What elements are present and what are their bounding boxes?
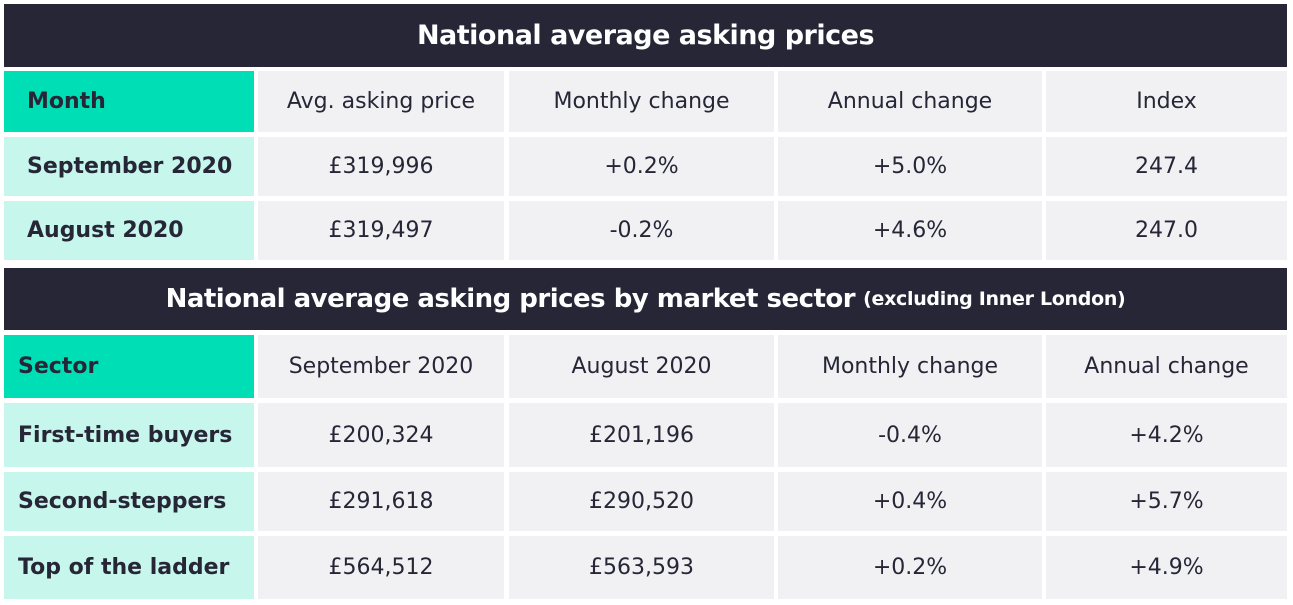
table-cell: +4.9% xyxy=(1046,536,1287,599)
column-header-month: Month xyxy=(4,71,254,132)
column-header-annual-change: Annual change xyxy=(778,71,1042,132)
table-cell: £564,512 xyxy=(258,536,504,599)
table-cell: £200,324 xyxy=(258,403,504,467)
column-header-avg-asking-price: Avg. asking price xyxy=(258,71,504,132)
table-cell: +0.4% xyxy=(778,472,1042,531)
table-cell: £563,593 xyxy=(509,536,774,599)
table-cell: +5.7% xyxy=(1046,472,1287,531)
column-header-monthly-change: Monthly change xyxy=(509,71,774,132)
table-cell: +0.2% xyxy=(778,536,1042,599)
table-cell: -0.4% xyxy=(778,403,1042,467)
row-label: Second-steppers xyxy=(4,472,254,531)
column-header-index: Index xyxy=(1046,71,1287,132)
table-cell: £319,497 xyxy=(258,201,504,260)
column-header-august-2020: August 2020 xyxy=(509,335,774,398)
table-title: National average asking prices by market… xyxy=(165,284,856,314)
table-cell: £201,196 xyxy=(509,403,774,467)
table-cell: 247.4 xyxy=(1046,137,1287,196)
table-cell: £290,520 xyxy=(509,472,774,531)
table-cell: £291,618 xyxy=(258,472,504,531)
row-label: August 2020 xyxy=(4,201,254,260)
column-header-september-2020: September 2020 xyxy=(258,335,504,398)
table-cell: £319,996 xyxy=(258,137,504,196)
table-cell: +5.0% xyxy=(778,137,1042,196)
column-header-sector: Sector xyxy=(4,335,254,398)
table-title: National average asking prices xyxy=(416,20,875,51)
table-cell: +0.2% xyxy=(509,137,774,196)
table-title-banner: National average asking prices by market… xyxy=(4,268,1287,330)
row-label: September 2020 xyxy=(4,137,254,196)
column-header-annual-change: Annual change xyxy=(1046,335,1287,398)
table-cell: +4.2% xyxy=(1046,403,1287,467)
table-title-banner: National average asking prices xyxy=(4,4,1287,67)
row-label: Top of the ladder xyxy=(4,536,254,599)
row-label: First-time buyers xyxy=(4,403,254,467)
table-title-note: (excluding Inner London) xyxy=(863,288,1126,310)
table-cell: +4.6% xyxy=(778,201,1042,260)
table-cell: -0.2% xyxy=(509,201,774,260)
column-header-monthly-change: Monthly change xyxy=(778,335,1042,398)
table-cell: 247.0 xyxy=(1046,201,1287,260)
